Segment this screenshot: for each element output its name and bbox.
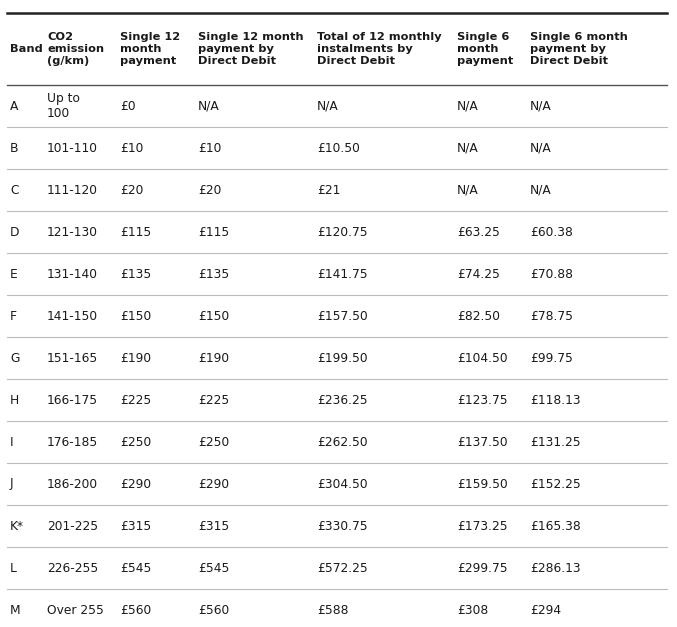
Text: 131-140: 131-140	[47, 268, 98, 280]
Text: £60.38: £60.38	[530, 226, 573, 238]
Text: £315: £315	[120, 520, 151, 532]
Text: C: C	[10, 184, 18, 196]
Text: £572.25: £572.25	[317, 562, 368, 574]
Text: £123.75: £123.75	[457, 394, 508, 406]
Text: 176-185: 176-185	[47, 436, 98, 448]
Text: N/A: N/A	[198, 100, 220, 112]
Text: Single 12 month
payment by
Direct Debit: Single 12 month payment by Direct Debit	[198, 32, 303, 66]
Text: £199.50: £199.50	[317, 352, 368, 364]
Text: £0: £0	[120, 100, 135, 112]
Text: N/A: N/A	[457, 142, 479, 154]
Text: 186-200: 186-200	[47, 478, 98, 490]
Text: £10: £10	[120, 142, 144, 154]
Text: £290: £290	[120, 478, 151, 490]
Text: £120.75: £120.75	[317, 226, 368, 238]
Text: £225: £225	[198, 394, 230, 406]
Text: £21: £21	[317, 184, 341, 196]
Text: N/A: N/A	[530, 100, 552, 112]
Text: £20: £20	[198, 184, 221, 196]
Text: I: I	[10, 436, 14, 448]
Text: Band: Band	[10, 44, 43, 54]
Text: £315: £315	[198, 520, 230, 532]
Text: 111-120: 111-120	[47, 184, 98, 196]
Text: £330.75: £330.75	[317, 520, 368, 532]
Text: Single 6 month
payment by
Direct Debit: Single 6 month payment by Direct Debit	[530, 32, 628, 66]
Text: £588: £588	[317, 604, 349, 616]
Text: £290: £290	[198, 478, 229, 490]
Text: B: B	[10, 142, 18, 154]
Text: £159.50: £159.50	[457, 478, 508, 490]
Text: £10.50: £10.50	[317, 142, 360, 154]
Text: K*: K*	[10, 520, 24, 532]
Text: 101-110: 101-110	[47, 142, 98, 154]
Text: £165.38: £165.38	[530, 520, 581, 532]
Text: £104.50: £104.50	[457, 352, 508, 364]
Text: D: D	[10, 226, 20, 238]
Text: CO2
emission
(g/km): CO2 emission (g/km)	[47, 32, 104, 66]
Text: £115: £115	[198, 226, 230, 238]
Text: £82.50: £82.50	[457, 310, 500, 322]
Text: G: G	[10, 352, 20, 364]
Text: L: L	[10, 562, 17, 574]
Text: £135: £135	[120, 268, 151, 280]
Text: £308: £308	[457, 604, 488, 616]
Text: £135: £135	[198, 268, 230, 280]
Text: 226-255: 226-255	[47, 562, 98, 574]
Text: £157.50: £157.50	[317, 310, 368, 322]
Text: £262.50: £262.50	[317, 436, 368, 448]
Text: £10: £10	[198, 142, 221, 154]
Text: £74.25: £74.25	[457, 268, 500, 280]
Text: £190: £190	[198, 352, 229, 364]
Text: £294: £294	[530, 604, 561, 616]
Text: £99.75: £99.75	[530, 352, 573, 364]
Text: £304.50: £304.50	[317, 478, 368, 490]
Text: £545: £545	[198, 562, 230, 574]
Text: A: A	[10, 100, 18, 112]
Text: £63.25: £63.25	[457, 226, 500, 238]
Text: £78.75: £78.75	[530, 310, 573, 322]
Text: N/A: N/A	[530, 142, 552, 154]
Text: N/A: N/A	[457, 100, 479, 112]
Text: £115: £115	[120, 226, 151, 238]
Text: £141.75: £141.75	[317, 268, 368, 280]
Text: £118.13: £118.13	[530, 394, 581, 406]
Text: Total of 12 monthly
instalments by
Direct Debit: Total of 12 monthly instalments by Direc…	[317, 32, 441, 66]
Text: Up to
100: Up to 100	[47, 92, 80, 120]
Text: 166-175: 166-175	[47, 394, 98, 406]
Text: £150: £150	[120, 310, 151, 322]
Text: N/A: N/A	[317, 100, 338, 112]
Text: M: M	[10, 604, 20, 616]
Text: £299.75: £299.75	[457, 562, 508, 574]
Text: N/A: N/A	[457, 184, 479, 196]
Text: £150: £150	[198, 310, 230, 322]
Text: Over 255: Over 255	[47, 604, 104, 616]
Text: £20: £20	[120, 184, 144, 196]
Text: £70.88: £70.88	[530, 268, 573, 280]
Text: F: F	[10, 310, 17, 322]
Text: 121-130: 121-130	[47, 226, 98, 238]
Text: E: E	[10, 268, 18, 280]
Text: £131.25: £131.25	[530, 436, 581, 448]
Text: £225: £225	[120, 394, 151, 406]
Text: Single 12
month
payment: Single 12 month payment	[120, 32, 180, 66]
Text: £250: £250	[198, 436, 230, 448]
Text: £190: £190	[120, 352, 151, 364]
Text: H: H	[10, 394, 19, 406]
Text: £236.25: £236.25	[317, 394, 368, 406]
Text: £250: £250	[120, 436, 151, 448]
Text: 201-225: 201-225	[47, 520, 98, 532]
Text: £152.25: £152.25	[530, 478, 581, 490]
Text: £137.50: £137.50	[457, 436, 508, 448]
Text: £560: £560	[120, 604, 151, 616]
Text: £560: £560	[198, 604, 230, 616]
Text: Single 6
month
payment: Single 6 month payment	[457, 32, 513, 66]
Text: £286.13: £286.13	[530, 562, 581, 574]
Text: £173.25: £173.25	[457, 520, 508, 532]
Text: N/A: N/A	[530, 184, 552, 196]
Text: 151-165: 151-165	[47, 352, 98, 364]
Text: J: J	[10, 478, 14, 490]
Text: £545: £545	[120, 562, 152, 574]
Text: 141-150: 141-150	[47, 310, 98, 322]
